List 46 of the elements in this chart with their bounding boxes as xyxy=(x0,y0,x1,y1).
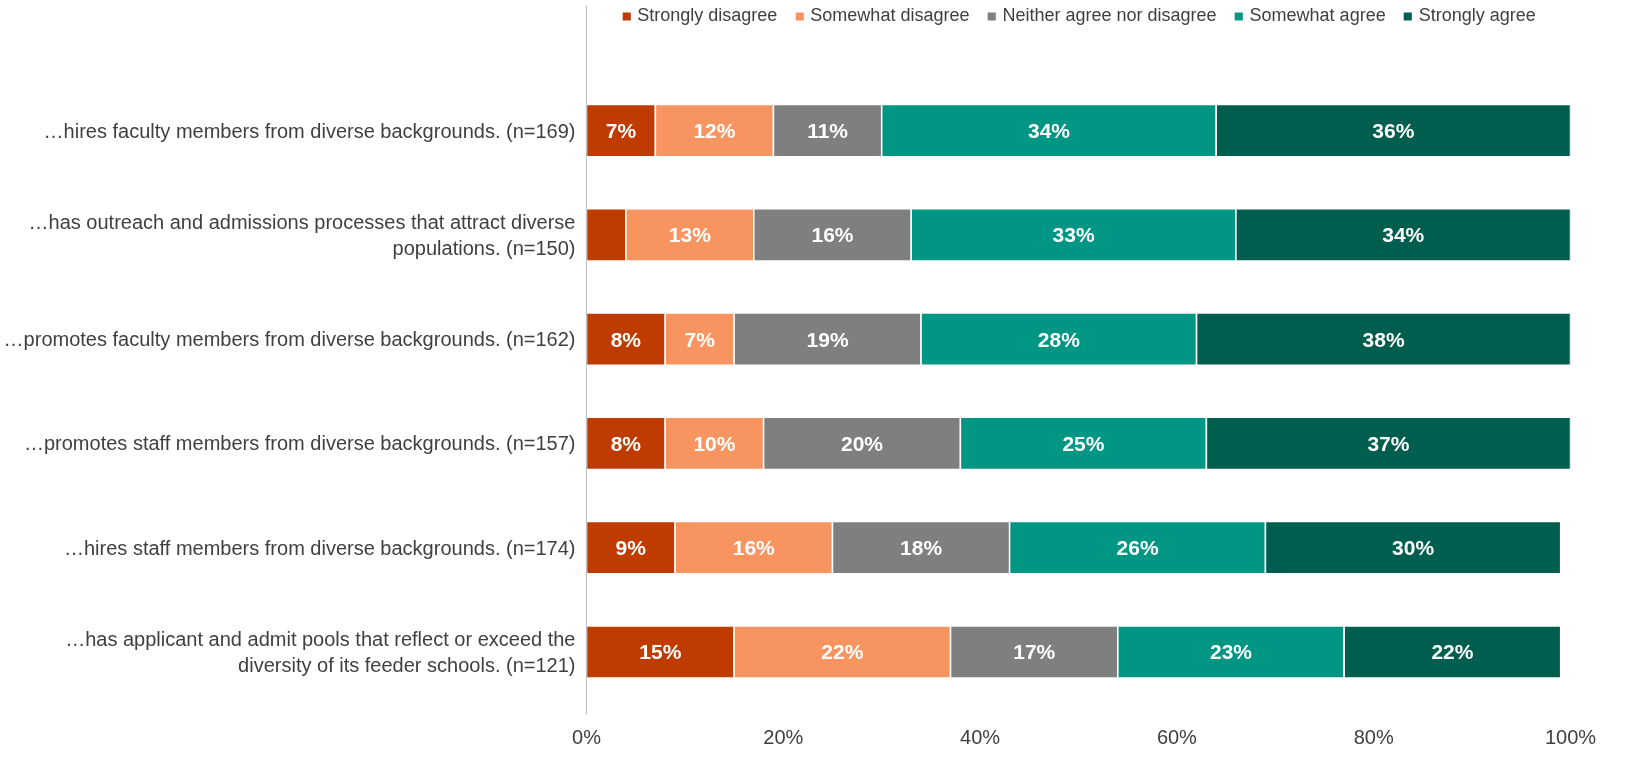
data-label: 22% xyxy=(821,640,864,664)
data-label: 23% xyxy=(1210,640,1253,664)
data-label: 9% xyxy=(615,536,647,560)
data-label: 8% xyxy=(610,327,642,351)
data-label: 25% xyxy=(1062,431,1105,455)
legend-label: Somewhat disagree xyxy=(810,5,970,26)
data-label: 16% xyxy=(811,223,854,247)
data-label: 16% xyxy=(732,536,776,560)
x-tick-label: 40% xyxy=(960,725,1001,748)
data-label: 33% xyxy=(1052,223,1095,247)
data-label: 7% xyxy=(605,119,637,143)
data-label: 28% xyxy=(1037,327,1081,351)
x-tick-label: 100% xyxy=(1544,725,1597,748)
data-label: 30% xyxy=(1392,536,1435,560)
x-tick-label: 60% xyxy=(1156,725,1198,748)
y-tick-label: …hires faculty members from diverse backgrounds. (n=169) xyxy=(43,119,576,142)
y-tick-label: …hires staff members from diverse backgrounds. (n=174) xyxy=(63,536,576,559)
data-label: 7% xyxy=(684,327,716,351)
y-tick-label: …promotes staff members from diverse backgrounds. (n=157) xyxy=(23,432,576,455)
data-label: 34% xyxy=(1027,119,1071,143)
data-label: 26% xyxy=(1116,536,1159,560)
y-tick-label: …has outreach and admissions processes that attract diverse populations. (n=150) xyxy=(28,210,576,260)
data-label: 20% xyxy=(841,431,884,455)
data-label: 12% xyxy=(693,119,736,143)
y-tick-label: …promotes faculty members from diverse backgrounds. (n=162) xyxy=(3,328,576,351)
data-label: 34% xyxy=(1382,223,1425,247)
data-label: 18% xyxy=(900,536,943,560)
x-tick-label: 20% xyxy=(763,725,804,748)
x-tick-label: 80% xyxy=(1353,725,1394,748)
data-label: 17% xyxy=(1013,640,1056,664)
legend-label: Strongly agree xyxy=(1418,5,1536,26)
x-tick-label: 0% xyxy=(572,725,602,748)
data-label: 13% xyxy=(668,223,712,247)
data-label: 11% xyxy=(807,119,849,143)
legend-label: Somewhat agree xyxy=(1249,5,1386,26)
data-label: 19% xyxy=(806,327,849,351)
legend-label: Strongly disagree xyxy=(637,5,778,26)
y-tick-label: …has applicant and admit pools that reflect or exceed the diversity of its feeder schools. (n=121) xyxy=(65,627,576,677)
data-label: 38% xyxy=(1362,327,1405,351)
data-label: 37% xyxy=(1367,431,1410,455)
legend-label: Neither agree nor disagree xyxy=(1002,5,1217,26)
data-label: 22% xyxy=(1431,640,1474,664)
data-label: 36% xyxy=(1372,119,1415,143)
data-label: 10% xyxy=(693,431,736,455)
data-label: 15% xyxy=(639,640,682,664)
data-label: 8% xyxy=(610,431,642,455)
